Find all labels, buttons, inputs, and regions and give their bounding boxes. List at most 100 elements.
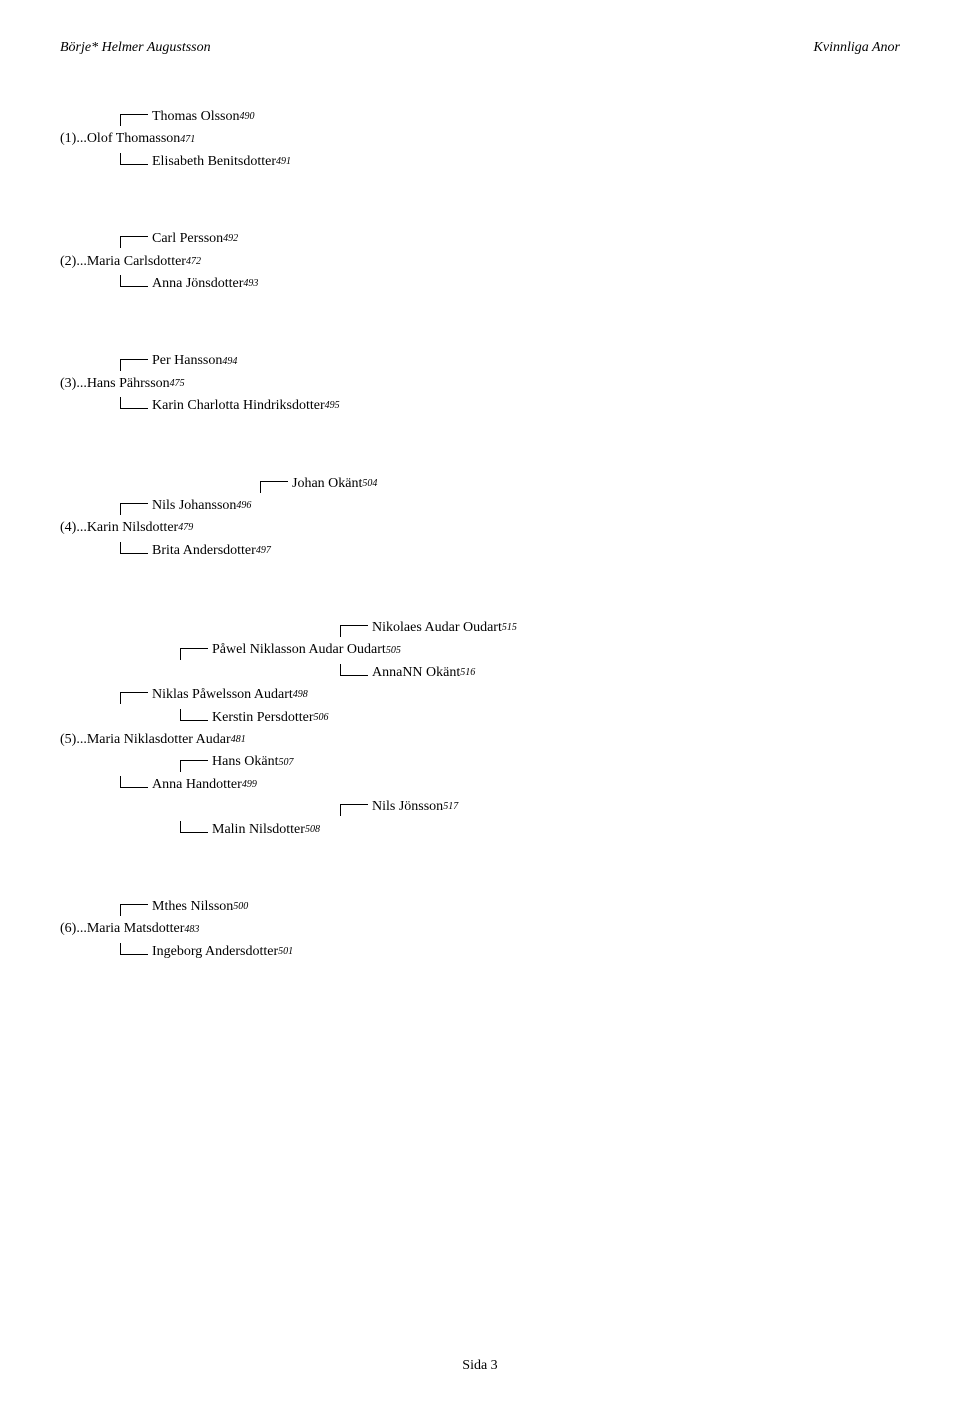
connector-bottom-icon	[340, 664, 368, 676]
connector-bottom-icon	[120, 153, 148, 165]
connector-bottom-icon	[120, 776, 148, 788]
person-ref-number: 495	[325, 398, 340, 414]
person-ref-number: 498	[293, 687, 308, 703]
footer-text: Sida 3	[462, 1358, 497, 1373]
person-name: Nils Johansson	[152, 495, 236, 517]
person-name: Brita Andersdotter	[152, 540, 256, 562]
tree-row: (5)...Maria Niklasdotter Audar481	[60, 729, 900, 751]
person-ref-number: 481	[231, 732, 246, 748]
tree-row: Per Hansson494	[60, 350, 900, 372]
tree-row: Thomas Olsson490	[60, 106, 900, 128]
connector-top-icon	[180, 648, 208, 660]
tree-row: Nikolaes Audar Oudart515	[60, 617, 900, 639]
connector-top-icon	[120, 904, 148, 916]
person-name: (3)...Hans Pährsson	[60, 373, 170, 395]
tree-block: Nikolaes Audar Oudart515Påwel Niklasson …	[60, 617, 900, 841]
person-name: Nikolaes Audar Oudart	[372, 617, 502, 639]
tree-row: Niklas Påwelsson Audart498	[60, 684, 900, 706]
person-ref-number: 479	[178, 520, 193, 536]
tree-row: Hans Okänt507	[60, 751, 900, 773]
person-ref-number: 472	[186, 254, 201, 270]
person-name: Anna Handotter	[152, 774, 242, 796]
connector-top-icon	[340, 625, 368, 637]
connector-bottom-icon	[120, 397, 148, 409]
connector-top-icon	[120, 359, 148, 371]
tree-block: Per Hansson494(3)...Hans Pährsson475Kari…	[60, 350, 900, 417]
person-name: Nils Jönsson	[372, 796, 443, 818]
tree-row: (1)...Olof Thomasson471	[60, 128, 900, 150]
header-left: Börje* Helmer Augustsson	[60, 40, 211, 56]
person-name: (4)...Karin Nilsdotter	[60, 517, 178, 539]
tree-block: Johan Okänt504Nils Johansson496(4)...Kar…	[60, 473, 900, 563]
connector-bottom-icon	[180, 821, 208, 833]
tree-row: (2)...Maria Carlsdotter472	[60, 251, 900, 273]
page-footer: Sida 3	[0, 1358, 960, 1374]
person-ref-number: 515	[502, 620, 517, 636]
tree-row: Elisabeth Benitsdotter491	[60, 151, 900, 173]
person-name: Mthes Nilsson	[152, 896, 233, 918]
person-name: Carl Persson	[152, 228, 223, 250]
header-right: Kvinnliga Anor	[814, 40, 900, 56]
person-name: Per Hansson	[152, 350, 222, 372]
tree-row: (6)...Maria Matsdotter483	[60, 918, 900, 940]
connector-bottom-icon	[120, 542, 148, 554]
tree-row: Brita Andersdotter497	[60, 540, 900, 562]
person-ref-number: 505	[386, 643, 401, 659]
person-name: Påwel Niklasson Audar Oudart	[212, 639, 386, 661]
connector-top-icon	[120, 236, 148, 248]
tree-block: Mthes Nilsson500(6)...Maria Matsdotter48…	[60, 896, 900, 963]
tree-row: Anna Handotter499	[60, 774, 900, 796]
person-ref-number: 491	[276, 154, 291, 170]
page-header: Börje* Helmer Augustsson Kvinnliga Anor	[60, 40, 900, 56]
tree-row: Carl Persson492	[60, 228, 900, 250]
tree-block: Carl Persson492(2)...Maria Carlsdotter47…	[60, 228, 900, 295]
person-ref-number: 504	[362, 476, 377, 492]
person-ref-number: 471	[180, 132, 195, 148]
person-ref-number: 516	[460, 665, 475, 681]
tree-row: Nils Johansson496	[60, 495, 900, 517]
person-ref-number: 490	[240, 109, 255, 125]
tree-row: Nils Jönsson517	[60, 796, 900, 818]
person-ref-number: 500	[233, 899, 248, 915]
person-ref-number: 517	[443, 799, 458, 815]
person-name: (6)...Maria Matsdotter	[60, 918, 184, 940]
connector-top-icon	[120, 114, 148, 126]
person-ref-number: 483	[184, 922, 199, 938]
person-ref-number: 492	[223, 231, 238, 247]
person-name: Karin Charlotta Hindriksdotter	[152, 395, 325, 417]
tree-row: AnnaNN Okänt516	[60, 662, 900, 684]
tree-row: Anna Jönsdotter493	[60, 273, 900, 295]
person-ref-number: 508	[305, 822, 320, 838]
person-name: Ingeborg Andersdotter	[152, 941, 278, 963]
person-ref-number: 475	[170, 376, 185, 392]
connector-top-icon	[260, 481, 288, 493]
connector-bottom-icon	[120, 275, 148, 287]
person-ref-number: 493	[243, 276, 258, 292]
person-ref-number: 496	[236, 498, 251, 514]
connector-bottom-icon	[180, 709, 208, 721]
person-ref-number: 499	[242, 777, 257, 793]
tree-container: Thomas Olsson490(1)...Olof Thomasson471E…	[60, 106, 900, 963]
person-ref-number: 501	[278, 944, 293, 960]
person-name: Malin Nilsdotter	[212, 819, 305, 841]
tree-row: Malin Nilsdotter508	[60, 819, 900, 841]
person-ref-number: 506	[313, 710, 328, 726]
connector-top-icon	[180, 760, 208, 772]
person-name: Niklas Påwelsson Audart	[152, 684, 293, 706]
connector-bottom-icon	[120, 943, 148, 955]
tree-row: (3)...Hans Pährsson475	[60, 373, 900, 395]
person-name: AnnaNN Okänt	[372, 662, 460, 684]
person-ref-number: 497	[256, 543, 271, 559]
tree-row: Kerstin Persdotter506	[60, 707, 900, 729]
person-name: (2)...Maria Carlsdotter	[60, 251, 186, 273]
person-name: Thomas Olsson	[152, 106, 240, 128]
person-name: (1)...Olof Thomasson	[60, 128, 180, 150]
person-name: Hans Okänt	[212, 751, 279, 773]
tree-row: Mthes Nilsson500	[60, 896, 900, 918]
person-name: Elisabeth Benitsdotter	[152, 151, 276, 173]
tree-row: Karin Charlotta Hindriksdotter495	[60, 395, 900, 417]
tree-row: Påwel Niklasson Audar Oudart505	[60, 639, 900, 661]
connector-top-icon	[340, 804, 368, 816]
connector-top-icon	[120, 692, 148, 704]
person-name: Kerstin Persdotter	[212, 707, 313, 729]
